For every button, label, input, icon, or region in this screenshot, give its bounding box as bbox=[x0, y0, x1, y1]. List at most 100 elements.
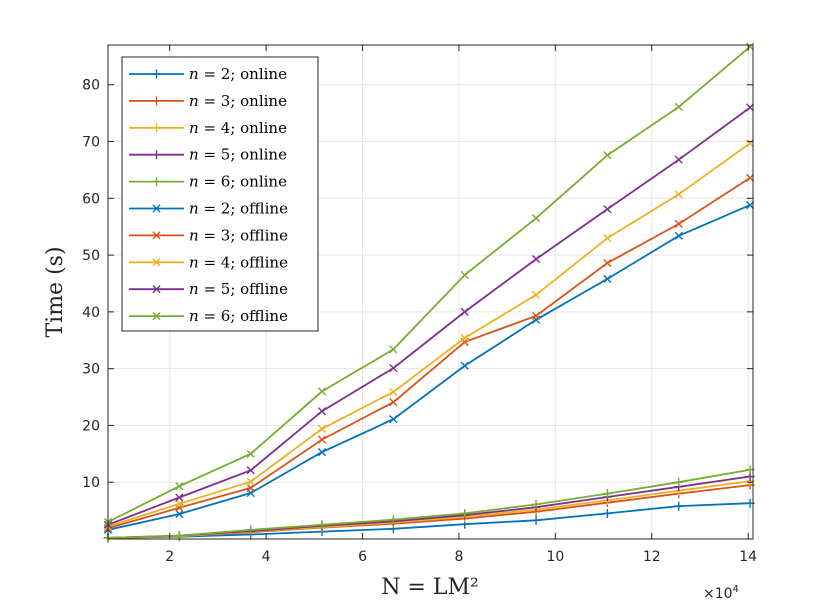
legend-label: n = 5; offline bbox=[189, 280, 288, 298]
data-point bbox=[674, 155, 683, 164]
x-axis-label: N = LM² bbox=[381, 575, 479, 600]
data-point bbox=[531, 515, 541, 525]
series-n6-offline bbox=[103, 42, 755, 527]
data-point bbox=[317, 448, 327, 457]
x-tick-label: 10 bbox=[546, 549, 564, 565]
x-tick-label: 14 bbox=[739, 549, 757, 565]
legend-label: n = 4; offline bbox=[189, 253, 288, 271]
legend-swatch-marker bbox=[152, 123, 161, 133]
series-line bbox=[107, 106, 751, 526]
data-point bbox=[674, 190, 683, 199]
legend-swatch-marker bbox=[152, 177, 161, 187]
data-point bbox=[603, 258, 612, 268]
legend-box bbox=[121, 56, 319, 332]
x-tick-label: 8 bbox=[454, 549, 463, 565]
legend-entry: n = 5; online bbox=[129, 146, 287, 164]
legend-label: n = 6; online bbox=[189, 173, 287, 191]
data-point bbox=[674, 477, 684, 487]
data-point bbox=[674, 501, 684, 511]
y-tick-label: 10 bbox=[82, 475, 100, 491]
legend-label: n = 2; offline bbox=[189, 200, 288, 218]
legend-label: n = 3; online bbox=[189, 92, 287, 110]
x-tick-label: 6 bbox=[358, 549, 367, 565]
legend-swatch-marker bbox=[152, 204, 161, 213]
legend-entry: n = 2; online bbox=[129, 65, 287, 83]
y-tick-label: 30 bbox=[82, 362, 100, 378]
legend-entry: n = 4; offline bbox=[129, 253, 288, 271]
legend-entry: n = 3; online bbox=[129, 92, 287, 110]
legend-label: n = 2; online bbox=[189, 65, 287, 83]
axis-ticks: 2 4 6 8 10 12 14 10 20 30 40 50 60 70 80 bbox=[82, 45, 757, 565]
x-tick-label: 2 bbox=[165, 549, 174, 565]
data-point bbox=[531, 311, 541, 320]
data-point bbox=[603, 233, 612, 243]
data-point bbox=[674, 219, 683, 228]
data-point bbox=[674, 231, 683, 240]
data-point bbox=[317, 520, 327, 530]
legend-entry: n = 3; offline bbox=[129, 226, 288, 244]
y-axis-label: Time (s) bbox=[43, 246, 68, 337]
data-point bbox=[603, 274, 612, 284]
legend-entry: n = 6; online bbox=[129, 173, 287, 191]
legend-swatch-marker bbox=[152, 96, 161, 106]
data-point bbox=[389, 398, 398, 407]
data-point bbox=[460, 270, 469, 280]
legend-label: n = 3; offline bbox=[189, 226, 288, 244]
series-line bbox=[107, 204, 751, 531]
legend-swatch-marker bbox=[152, 285, 161, 294]
data-point bbox=[674, 102, 683, 111]
x-tick-label: 12 bbox=[643, 549, 661, 565]
series-line bbox=[107, 177, 751, 530]
data-point bbox=[246, 477, 255, 486]
series-line bbox=[107, 142, 751, 528]
data-point bbox=[246, 466, 255, 475]
data-point bbox=[460, 307, 469, 316]
data-point bbox=[246, 525, 256, 535]
legend-swatch-marker bbox=[152, 231, 161, 240]
legend-swatch-marker bbox=[152, 69, 161, 79]
data-point bbox=[460, 361, 469, 370]
legend-entry: n = 5; offline bbox=[129, 280, 288, 298]
y-tick-label: 60 bbox=[82, 191, 100, 207]
legend-entry: n = 4; online bbox=[129, 119, 287, 137]
series-n5-offline bbox=[103, 103, 755, 529]
data-point bbox=[175, 499, 184, 508]
axes-box bbox=[107, 44, 754, 540]
data-point bbox=[317, 435, 327, 444]
series-n6-online bbox=[103, 465, 755, 543]
legend-swatch-marker bbox=[152, 258, 161, 267]
series-line bbox=[107, 46, 751, 523]
data-point bbox=[602, 508, 612, 518]
data-point bbox=[531, 254, 541, 264]
data-point bbox=[460, 333, 469, 343]
series-line bbox=[107, 502, 751, 539]
data-point bbox=[246, 449, 255, 458]
y-tick-label: 50 bbox=[82, 248, 100, 264]
data-point bbox=[175, 493, 184, 502]
legend-swatch-marker bbox=[152, 312, 161, 321]
data-point bbox=[389, 345, 398, 354]
data-point bbox=[603, 205, 612, 214]
data-point bbox=[388, 515, 398, 525]
data-point bbox=[389, 415, 398, 424]
data-point bbox=[317, 424, 327, 433]
data-point bbox=[246, 483, 255, 492]
data-point bbox=[175, 482, 184, 491]
data-point bbox=[531, 290, 541, 299]
legend-entry: n = 6; offline bbox=[129, 307, 288, 325]
data-point bbox=[602, 489, 612, 499]
data-point bbox=[460, 508, 470, 518]
x-tick-label: 4 bbox=[262, 549, 271, 565]
legend-label: n = 4; online bbox=[189, 119, 287, 137]
legend-label: n = 6; offline bbox=[189, 307, 288, 325]
data-point bbox=[317, 387, 327, 396]
legend: n = 2; online n = 3; online n = 4; online n… bbox=[121, 56, 319, 332]
series-line bbox=[107, 468, 751, 539]
data-point bbox=[531, 214, 541, 223]
y-tick-label: 80 bbox=[82, 78, 100, 94]
y-tick-label: 20 bbox=[82, 418, 100, 434]
series-lines bbox=[103, 42, 755, 543]
data-point bbox=[389, 363, 398, 373]
x-axis-multiplier: ×104 bbox=[703, 584, 739, 602]
